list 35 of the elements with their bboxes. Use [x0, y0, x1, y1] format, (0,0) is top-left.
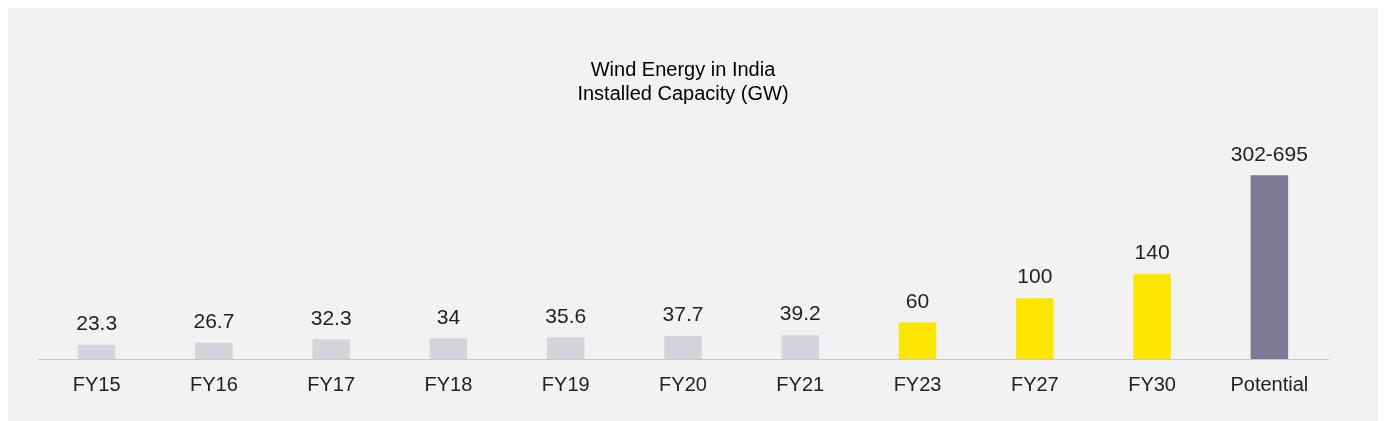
x-tick-label: FY21 — [776, 372, 825, 395]
x-tick-label: FY23 — [893, 372, 942, 395]
x-tick-label: FY15 — [72, 372, 121, 395]
bar — [195, 342, 233, 359]
x-tick-label: FY19 — [541, 372, 590, 395]
bar — [77, 344, 116, 359]
x-tick-label: FY18 — [424, 372, 473, 395]
bar — [781, 335, 820, 359]
data-label: 140 — [1134, 240, 1170, 264]
bar — [429, 338, 468, 359]
data-label: 39.2 — [779, 301, 821, 325]
data-label: 100 — [1017, 264, 1053, 288]
data-label: 34 — [436, 304, 461, 328]
bar — [546, 337, 585, 359]
bar — [312, 339, 350, 359]
x-tick-label: FY20 — [659, 372, 707, 395]
data-label: 23.3 — [76, 311, 118, 335]
bar — [898, 322, 937, 359]
data-label: 302-695 — [1230, 141, 1308, 165]
bar — [664, 336, 702, 359]
x-tick-label: FY30 — [1128, 372, 1176, 395]
text: Wind Energy in India — [590, 57, 776, 80]
bar — [1250, 175, 1289, 359]
bar — [1133, 273, 1171, 359]
x-tick-label: FY17 — [307, 372, 356, 395]
x-tick-label: Potential — [1230, 372, 1309, 395]
data-label: 26.7 — [193, 309, 235, 333]
x-tick-label: FY16 — [190, 372, 238, 395]
bar — [1016, 298, 1054, 359]
data-label: 37.7 — [662, 302, 704, 326]
data-label: 32.3 — [310, 305, 352, 329]
data-label: 35.6 — [545, 303, 587, 327]
text: Installed Capacity (GW) — [577, 81, 789, 104]
data-label: 60 — [905, 288, 930, 312]
x-tick-label: FY27 — [1010, 372, 1059, 395]
